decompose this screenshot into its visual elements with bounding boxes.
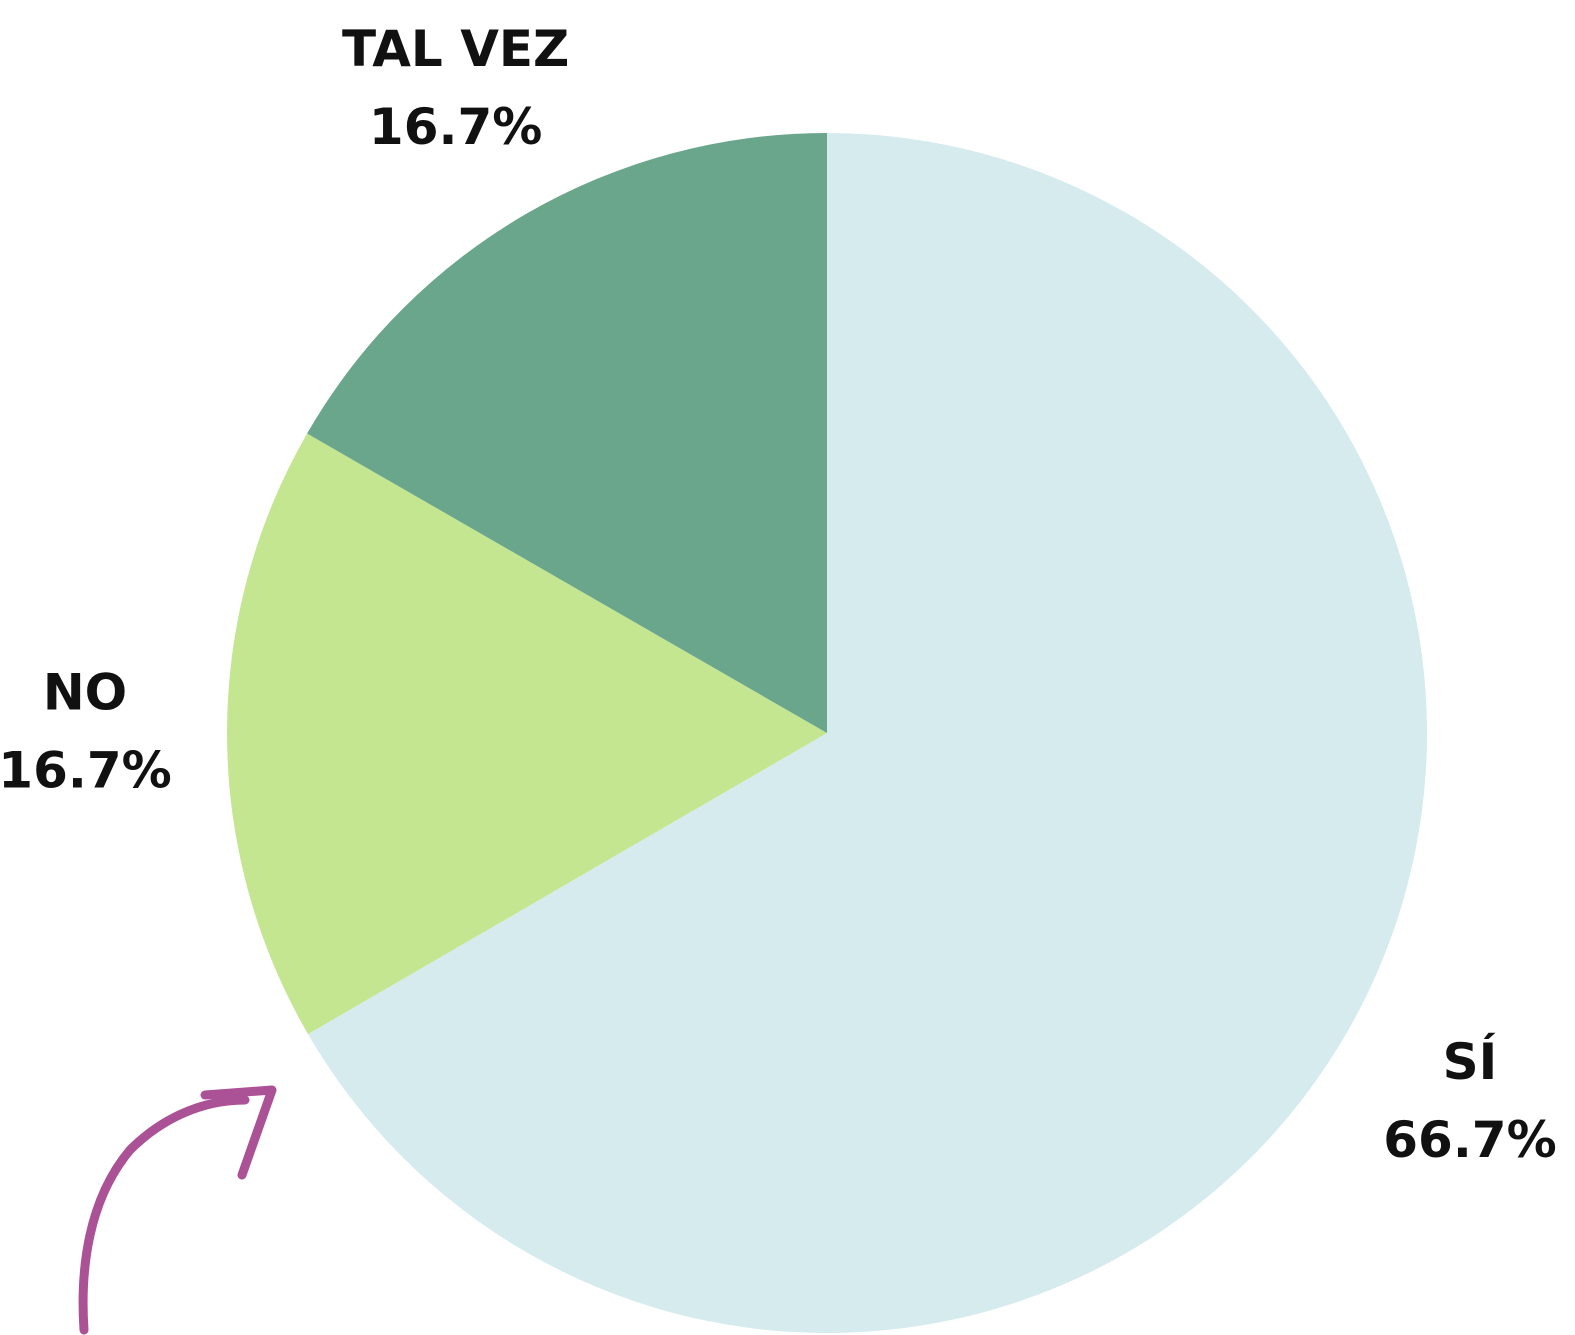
slice-label: SÍ bbox=[1443, 1032, 1498, 1091]
slice-label: TAL VEZ bbox=[342, 20, 569, 78]
labels: SÍ 66.7% NO 16.7% TAL VEZ 16.7% bbox=[0, 20, 1557, 1169]
slice-value-label: 16.7% bbox=[369, 98, 542, 156]
slice-value-label: 66.7% bbox=[1383, 1111, 1556, 1169]
slice bbox=[307, 133, 828, 733]
slice bbox=[308, 133, 1428, 1333]
slice bbox=[226, 433, 827, 1035]
slices bbox=[226, 133, 1428, 1333]
arrow-shaft bbox=[78, 1095, 250, 1335]
slice-value-label: 16.7% bbox=[0, 742, 172, 800]
arrow-head bbox=[200, 1085, 277, 1180]
slice-label: NO bbox=[43, 664, 127, 722]
